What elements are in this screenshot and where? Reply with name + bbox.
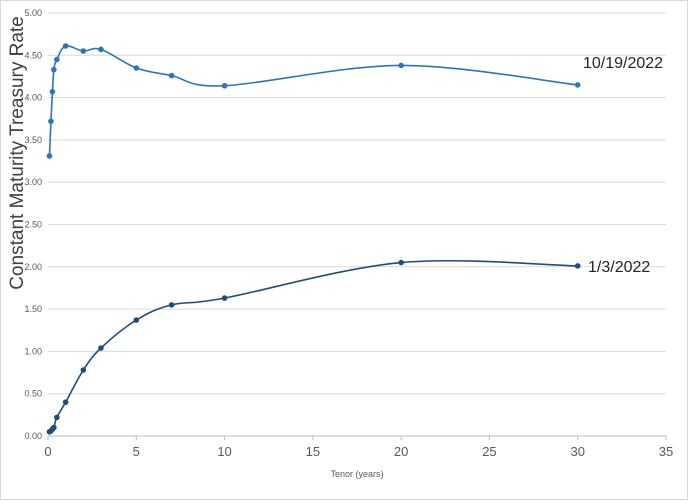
y-tick-label: 0.50 (24, 389, 42, 399)
y-tick-label: 2.50 (24, 220, 42, 230)
x-tick-label: 0 (44, 444, 51, 459)
data-point (46, 153, 53, 159)
data-point (51, 66, 57, 73)
data-point (51, 424, 57, 431)
x-tick-label: 25 (482, 444, 496, 459)
data-point (133, 317, 140, 323)
x-tick-label: 30 (570, 444, 584, 459)
y-tick-label: 3.00 (24, 177, 42, 187)
data-point (48, 118, 54, 125)
data-point (62, 43, 69, 49)
series-label-oct-2022: 10/19/2022 (583, 55, 663, 72)
data-point (98, 46, 104, 53)
y-tick-label: 1.00 (24, 346, 42, 356)
data-point (80, 367, 87, 373)
data-point (98, 345, 104, 351)
y-axis-title: Constant Maturity Treasury Rate (7, 16, 28, 290)
x-tick-label: 5 (133, 444, 140, 459)
data-point (221, 295, 228, 301)
axes: 0.00 0.50 1.00 1.50 2.00 2.50 3.00 3.50 4.00 4.50… (24, 8, 673, 459)
data-point (398, 259, 404, 266)
y-tick-label: 3.50 (24, 135, 42, 145)
y-tick-label: 2.00 (24, 262, 42, 272)
series-0 (46, 43, 581, 159)
series-1 (46, 259, 581, 435)
labels: Constant Maturity Treasury Rate Tenor (y… (7, 16, 663, 479)
x-tick-label: 20 (394, 444, 408, 459)
data-point (168, 302, 175, 308)
data-point (133, 65, 140, 71)
data-point (49, 88, 56, 95)
data-point (221, 82, 228, 89)
data-point (54, 414, 60, 421)
data-point (54, 56, 60, 63)
data-point (574, 263, 581, 269)
series-line (49, 259, 578, 433)
y-tick-label: 0.00 (24, 431, 42, 441)
data-point (62, 399, 69, 405)
series-group (46, 43, 581, 435)
y-tick-label: 4.00 (24, 93, 42, 103)
series-line (48, 44, 578, 157)
data-point (574, 82, 581, 88)
y-tick-label: 4.50 (24, 50, 42, 60)
x-tick-label: 35 (659, 444, 673, 459)
x-tick-label: 15 (306, 444, 320, 459)
x-axis-title: Tenor (years) (330, 469, 383, 479)
gridlines (48, 12, 666, 395)
y-tick-label: 1.50 (24, 304, 42, 314)
x-tick-label: 10 (217, 444, 231, 459)
data-point (168, 72, 175, 79)
series-label-jan-2022: 1/3/2022 (588, 259, 650, 276)
data-point (80, 48, 87, 54)
data-point (398, 62, 404, 69)
y-tick-label: 5.00 (24, 8, 42, 18)
